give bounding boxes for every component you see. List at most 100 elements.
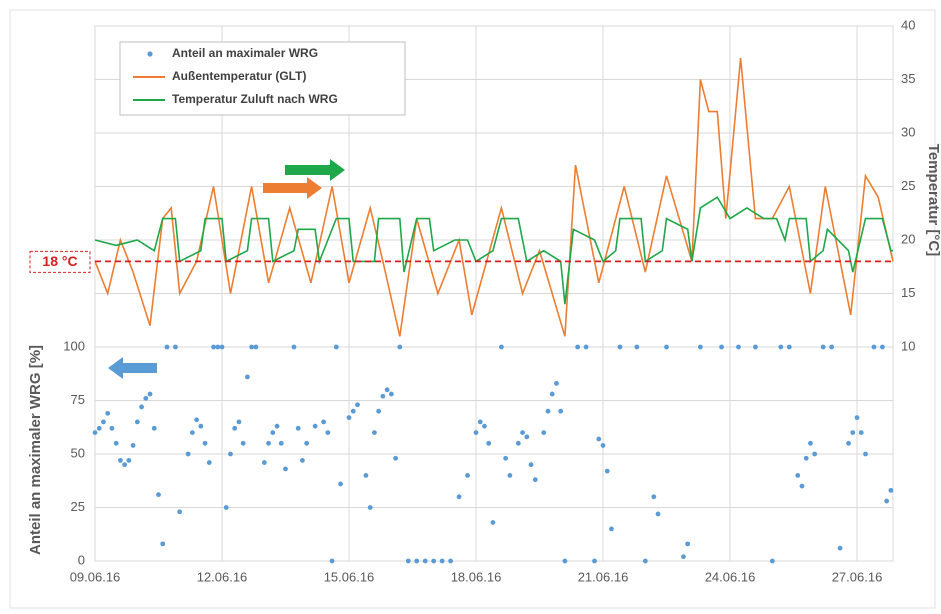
point: [223, 505, 229, 510]
point: [363, 473, 369, 478]
point: [524, 434, 530, 440]
point: [350, 408, 356, 414]
y2-axis-title: Temperatur [°C]: [925, 144, 941, 256]
point: [769, 558, 775, 564]
y-tick-label: 25: [71, 499, 85, 514]
point: [215, 344, 221, 350]
point: [837, 545, 843, 551]
point: [198, 423, 204, 429]
point: [384, 387, 390, 393]
x-tick-label: 18.06.16: [451, 569, 502, 584]
point: [291, 344, 297, 350]
y2-tick-label: 30: [901, 124, 915, 139]
y2-tick-label: 40: [901, 17, 915, 32]
point: [194, 417, 200, 423]
point: [609, 526, 614, 532]
y-tick-label: 0: [78, 552, 85, 567]
point: [439, 558, 445, 564]
y2-tick-label: 10: [901, 338, 915, 353]
point: [863, 451, 868, 457]
point: [304, 440, 310, 446]
point: [884, 498, 890, 504]
point: [283, 466, 288, 472]
point: [465, 473, 470, 478]
legend-label: Anteil an maximaler WRG: [172, 46, 318, 60]
point: [562, 558, 568, 564]
point: [503, 455, 509, 461]
point: [719, 344, 724, 350]
point: [655, 511, 661, 517]
point: [681, 554, 686, 560]
x-tick-label: 24.06.16: [705, 569, 756, 584]
point: [736, 344, 741, 350]
point: [101, 419, 106, 425]
point: [499, 344, 504, 350]
point: [664, 344, 669, 350]
point: [799, 483, 805, 489]
point: [367, 505, 373, 510]
legend-marker: [147, 51, 153, 57]
point: [219, 344, 225, 350]
point: [147, 391, 153, 397]
legend-label: Temperatur Zuluft nach WRG: [172, 92, 338, 106]
point: [372, 430, 377, 435]
point: [515, 440, 521, 446]
point: [778, 344, 784, 350]
y-axis-title: Anteil an maximaler WRG [%]: [27, 345, 44, 555]
point: [211, 344, 216, 350]
point: [558, 408, 564, 414]
point: [92, 430, 98, 435]
point: [486, 440, 492, 446]
point: [355, 402, 360, 408]
point: [808, 440, 813, 446]
point: [126, 458, 132, 463]
point: [397, 344, 403, 350]
point: [507, 473, 513, 478]
marks: [92, 58, 894, 564]
point: [854, 415, 860, 421]
point: [795, 473, 801, 478]
point: [554, 380, 559, 386]
point: [266, 440, 271, 446]
point: [642, 558, 648, 564]
point: [160, 541, 166, 547]
point: [240, 440, 246, 446]
y-tick-label: 100: [63, 338, 85, 353]
point: [820, 344, 826, 350]
point: [482, 423, 487, 429]
y2-tick-label: 20: [901, 231, 915, 246]
point: [329, 558, 335, 564]
frame: [9, 9, 936, 609]
point: [321, 419, 327, 425]
point: [575, 344, 581, 350]
point: [393, 455, 398, 461]
point: [96, 425, 102, 431]
point: [278, 440, 284, 446]
point: [189, 430, 195, 435]
point: [245, 374, 250, 380]
point: [143, 395, 149, 401]
point: [173, 344, 178, 350]
point: [228, 451, 233, 457]
point: [376, 408, 382, 414]
point: [105, 410, 111, 416]
point: [888, 487, 894, 493]
arrow: [263, 177, 322, 199]
point: [338, 481, 343, 487]
point: [803, 455, 809, 461]
y2-tick-label: 15: [901, 285, 915, 300]
point: [109, 425, 115, 431]
arrow: [285, 159, 345, 181]
point: [596, 436, 602, 442]
point: [164, 344, 170, 350]
point: [253, 344, 259, 350]
line: [94, 196, 893, 305]
arrow: [108, 357, 157, 379]
legend-label: Außentemperatur (GLT): [172, 69, 306, 83]
y2-tick-label: 25: [901, 178, 915, 193]
point: [151, 425, 157, 431]
point: [858, 430, 864, 435]
annotation: 18 °C: [42, 253, 77, 269]
point: [477, 419, 483, 425]
